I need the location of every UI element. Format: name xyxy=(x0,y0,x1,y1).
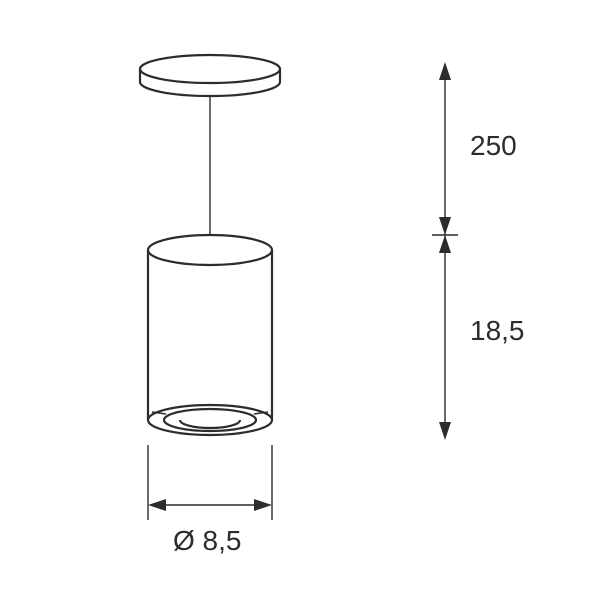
dim-label-drop: 250 xyxy=(470,130,517,162)
pendant-body xyxy=(148,235,272,435)
technical-drawing: 250 18,5 Ø 8,5 xyxy=(0,0,600,600)
dimension-vertical xyxy=(432,62,458,440)
dim-label-diameter: Ø 8,5 xyxy=(173,525,241,557)
dim-label-body: 18,5 xyxy=(470,315,525,347)
drawing-svg xyxy=(0,0,600,600)
ceiling-canopy xyxy=(140,55,280,96)
dimension-diameter xyxy=(148,445,272,520)
